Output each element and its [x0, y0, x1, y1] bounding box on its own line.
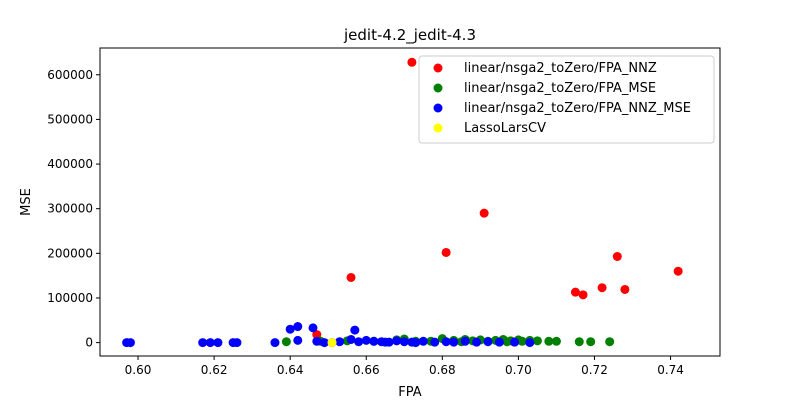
- plot-marks: [122, 57, 683, 348]
- scatter-point: [544, 336, 554, 346]
- scatter-point: [472, 337, 482, 347]
- scatter-point: [125, 338, 135, 348]
- scatter-point: [281, 337, 291, 347]
- scatter-point: [586, 337, 596, 347]
- scatter-point: [502, 337, 512, 347]
- x-tick-label: 0.68: [429, 363, 456, 377]
- scatter-point: [380, 337, 390, 347]
- scatter-point: [198, 338, 208, 348]
- scatter-point: [350, 325, 360, 335]
- scatter-point: [270, 338, 280, 348]
- scatter-point: [570, 287, 580, 297]
- scatter-point: [354, 337, 364, 347]
- scatter-point: [213, 338, 223, 348]
- scatter-point: [369, 336, 379, 346]
- scatter-point: [205, 338, 215, 348]
- x-tick-label: 0.60: [125, 363, 152, 377]
- x-tick-label: 0.64: [277, 363, 304, 377]
- scatter-point: [483, 337, 493, 347]
- scatter-point: [449, 337, 459, 347]
- x-axis-label: FPA: [398, 385, 421, 400]
- x-tick-label: 0.74: [657, 363, 684, 377]
- scatter-point: [605, 337, 615, 347]
- x-tick-label: 0.62: [201, 363, 228, 377]
- scatter-point: [346, 272, 356, 282]
- scatter-point: [285, 324, 295, 334]
- y-tick-label: 600000: [47, 68, 93, 82]
- legend-entry: LassoLarsCV: [464, 121, 546, 136]
- scatter-point: [597, 283, 607, 293]
- series-0: [312, 57, 683, 340]
- scatter-point: [551, 336, 561, 346]
- legend-marker: [433, 83, 443, 93]
- x-tick-label: 0.72: [581, 363, 608, 377]
- scatter-point: [441, 337, 451, 347]
- legend-marker: [433, 103, 443, 113]
- plot-frame: [99, 47, 721, 357]
- y-tick-label: 400000: [47, 157, 93, 171]
- chart-title: jedit-4.2_jedit-4.3: [343, 26, 476, 45]
- x-tick-label: 0.66: [353, 363, 380, 377]
- series-3: [327, 338, 337, 348]
- scatter-point: [232, 338, 242, 348]
- y-tick-label: 100000: [47, 291, 93, 305]
- scatter-point: [418, 336, 428, 346]
- x-axis: 0.60 0.62 0.64 0.66 0.68 0.70 0.72 0.74: [125, 356, 684, 377]
- scatter-point: [312, 336, 322, 346]
- x-tick-label: 0.70: [505, 363, 532, 377]
- scatter-point: [517, 336, 527, 346]
- scatter-point: [361, 335, 371, 345]
- scatter-point: [335, 337, 345, 347]
- scatter-point: [525, 338, 535, 348]
- scatter-point: [399, 337, 409, 347]
- scatter-point: [574, 337, 584, 347]
- scatter-point: [494, 337, 504, 347]
- scatter-point: [441, 247, 451, 257]
- legend-marker: [433, 123, 443, 133]
- scatter-point: [407, 57, 417, 67]
- scatter-point: [319, 338, 329, 348]
- scatter-point: [411, 338, 421, 348]
- series-2: [122, 322, 535, 348]
- y-axis: 0 100000 200000 300000 400000 500000 600000: [47, 68, 100, 350]
- legend-box: [418, 55, 715, 144]
- scatter-point: [430, 337, 440, 347]
- scatter-point: [510, 337, 520, 347]
- legend-marker: [433, 63, 443, 73]
- y-axis-label: MSE: [19, 188, 34, 216]
- y-tick-label: 300000: [47, 202, 93, 216]
- scatter-point: [392, 336, 402, 346]
- scatter-point: [327, 338, 337, 348]
- legend-entry: linear/nsga2_toZero/FPA_NNZ_MSE: [464, 101, 691, 116]
- y-tick-label: 200000: [47, 246, 93, 260]
- scatter-point: [578, 290, 588, 300]
- scatter-point: [612, 251, 622, 261]
- y-tick-label: 500000: [47, 112, 93, 126]
- scatter-point: [532, 336, 542, 346]
- scatter-point: [312, 330, 322, 340]
- scatter-point: [673, 266, 683, 276]
- scatter-point: [293, 322, 303, 332]
- scatter-point: [479, 208, 489, 218]
- y-tick-label: 0: [85, 336, 93, 350]
- legend: linear/nsga2_toZero/FPA_NNZ linear/nsga2_…: [418, 55, 715, 144]
- scatter-point: [620, 284, 630, 294]
- scatter-point: [346, 334, 356, 344]
- scatter-point: [460, 336, 470, 346]
- scatter-point: [308, 323, 318, 333]
- legend-entry: linear/nsga2_toZero/FPA_NNZ: [464, 61, 657, 76]
- scatter-point: [293, 335, 303, 345]
- legend-entry: linear/nsga2_toZero/FPA_MSE: [464, 81, 656, 96]
